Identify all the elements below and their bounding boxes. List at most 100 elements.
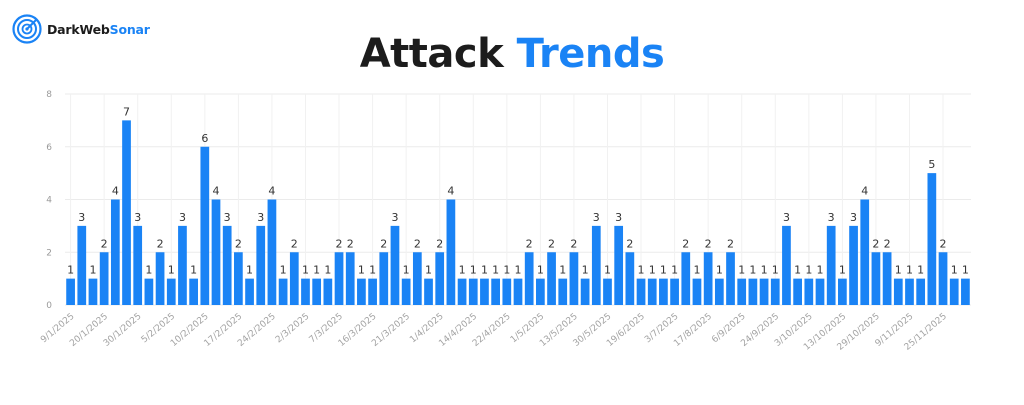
brand-name-part2: Sonar: [109, 21, 150, 37]
bar-value-label: 2: [436, 237, 443, 250]
bar: [189, 278, 198, 305]
bar: [122, 120, 131, 305]
bar-value-label: 1: [559, 264, 566, 277]
bar: [636, 278, 646, 305]
bar: [770, 278, 780, 305]
bar: [647, 278, 657, 305]
bar: [390, 225, 400, 305]
y-tick-label: 2: [46, 248, 52, 258]
bar-value-label: 1: [403, 264, 410, 277]
bar-value-label: 1: [772, 264, 779, 277]
bar: [949, 278, 959, 305]
bar: [938, 252, 948, 305]
bar-value-label: 3: [615, 211, 622, 224]
bar-value-label: 1: [917, 264, 924, 277]
bar-value-label: 2: [884, 237, 891, 250]
bar-value-label: 1: [168, 264, 175, 277]
x-axis: 9/1/202520/1/202530/1/20255/2/202510/2/2…: [39, 312, 949, 353]
y-tick-label: 0: [46, 301, 52, 311]
bar: [558, 278, 568, 305]
bar: [435, 252, 445, 305]
y-tick-label: 4: [46, 196, 52, 206]
bar: [211, 199, 221, 305]
bar-value-label: 1: [839, 264, 846, 277]
bar-value-label: 4: [112, 185, 119, 198]
y-axis: 0 2 4 6 8: [46, 90, 52, 311]
bar: [681, 252, 691, 305]
bar-value-label: 1: [324, 264, 331, 277]
radar-icon: [12, 14, 42, 44]
bar: [748, 278, 758, 305]
bar: [301, 278, 310, 305]
bar-value-label: 1: [671, 264, 678, 277]
bar: [133, 225, 143, 305]
bar: [155, 252, 165, 305]
bar: [110, 199, 120, 305]
bar-value-label: 6: [201, 132, 208, 145]
bar-value-label: 1: [425, 264, 432, 277]
bar: [871, 252, 881, 305]
bar: [882, 252, 892, 305]
bar-value-label: 1: [582, 264, 589, 277]
bar: [446, 199, 456, 305]
y-tick-label: 8: [46, 90, 52, 100]
x-tick-label: 2/3/2025: [274, 312, 311, 346]
bar: [893, 278, 903, 305]
bar-value-label: 3: [224, 211, 231, 224]
bar: [502, 278, 512, 305]
bar: [580, 278, 590, 305]
bar: [726, 252, 735, 305]
bar-value-label: 7: [123, 105, 130, 118]
bar-value-label: 3: [78, 211, 85, 224]
bar: [849, 225, 858, 305]
bar-value-label: 3: [783, 211, 790, 224]
bar: [379, 252, 389, 305]
bar: [491, 278, 500, 305]
title-part1: Attack: [359, 31, 504, 77]
bar: [222, 225, 232, 305]
bar: [368, 278, 377, 305]
bar: [625, 252, 635, 305]
bar-value-label: 2: [157, 237, 164, 250]
bar: [905, 278, 914, 305]
bar: [166, 278, 176, 305]
bar: [860, 199, 870, 305]
bar-value-label: 1: [906, 264, 913, 277]
bar-value-label: 1: [515, 264, 522, 277]
bar: [838, 278, 847, 305]
brand-name: DarkWebSonar: [47, 22, 150, 37]
bar-value-label: 1: [604, 264, 611, 277]
bar-value-label: 2: [548, 237, 555, 250]
bar-value-label: 1: [358, 264, 365, 277]
bar: [77, 225, 87, 305]
bar: [200, 146, 210, 305]
bar-value-label: 1: [280, 264, 287, 277]
bar-value-label: 2: [347, 237, 354, 250]
bar: [245, 278, 254, 305]
bar-value-label: 1: [794, 264, 801, 277]
brand-name-part1: DarkWeb: [47, 21, 110, 37]
bar: [357, 278, 366, 305]
bar: [513, 278, 523, 305]
bar-value-label: 1: [246, 264, 253, 277]
bar: [468, 278, 478, 305]
bar: [457, 278, 467, 305]
bar-value-label: 1: [895, 264, 902, 277]
page-title: Attack Trends: [0, 28, 1024, 80]
bar: [424, 278, 433, 305]
bar-value-label: 1: [313, 264, 320, 277]
bar: [782, 225, 791, 305]
bar: [345, 252, 355, 305]
bar: [88, 278, 98, 305]
bar: [289, 252, 299, 305]
bar: [569, 252, 579, 305]
bar-value-label: 3: [179, 211, 186, 224]
bar: [916, 278, 926, 305]
bar-value-label: 2: [414, 237, 421, 250]
bar-value-label: 3: [391, 211, 398, 224]
bar-value-label: 1: [470, 264, 477, 277]
bar-value-label: 4: [213, 185, 220, 198]
bar-value-label: 1: [481, 264, 488, 277]
bar: [256, 225, 266, 305]
bar: [536, 278, 545, 305]
